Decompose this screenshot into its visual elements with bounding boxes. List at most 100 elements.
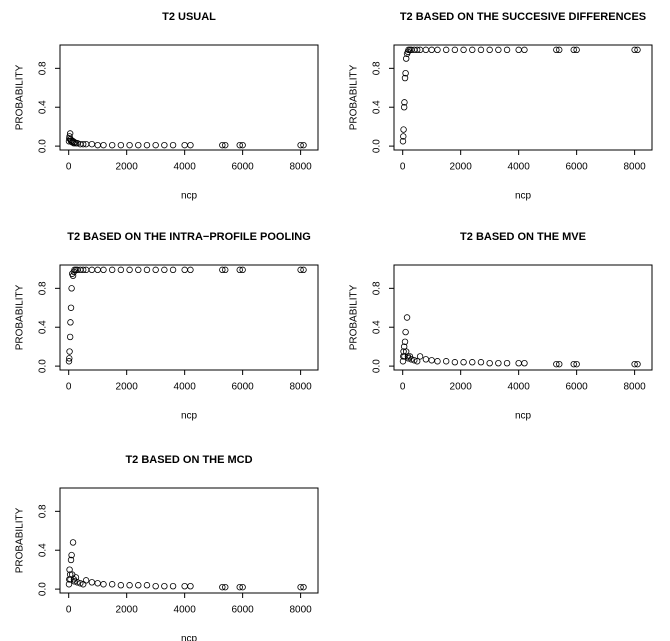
x-tick-label: 0 (400, 382, 406, 393)
point (239, 266, 246, 274)
point (161, 141, 168, 149)
x-tick-label: 4000 (508, 162, 531, 173)
point (88, 140, 96, 148)
point (422, 356, 430, 363)
point (66, 355, 73, 362)
point (408, 356, 415, 363)
y-tick-label: 0.8 (38, 61, 49, 75)
point (556, 46, 563, 54)
point (126, 141, 133, 149)
point (297, 266, 304, 274)
point (477, 46, 485, 54)
point (143, 266, 151, 274)
point (406, 353, 414, 360)
point (300, 141, 307, 149)
point (66, 348, 73, 355)
x-axis-label: ncp (181, 634, 198, 641)
plot-box (393, 44, 653, 151)
x-axis-label: ncp (515, 191, 532, 202)
x-tick-label: 6000 (566, 382, 589, 393)
panel: T2 BASED ON THE SUCCESIVE DIFFERENCES 0 20… (349, 11, 653, 202)
point (100, 141, 107, 149)
x-tick-label: 2000 (116, 605, 139, 616)
point (100, 266, 107, 274)
point (161, 582, 168, 590)
point (428, 46, 435, 54)
y-axis-label: PROBABILITY (15, 284, 26, 350)
plot-box (59, 264, 319, 371)
x-tick-label: 8000 (623, 382, 646, 393)
point (422, 46, 430, 54)
point (66, 333, 74, 341)
point (67, 304, 75, 311)
point (503, 359, 511, 367)
point (405, 355, 412, 362)
point (401, 338, 409, 346)
panel-title: T2 BASED ON THE MCD (125, 454, 252, 466)
point (553, 360, 560, 368)
point (65, 581, 73, 588)
point (169, 141, 177, 149)
point (416, 353, 424, 360)
x-tick-label: 4000 (174, 162, 197, 173)
point (503, 46, 511, 54)
point (71, 139, 78, 146)
y-tick-label: 0.8 (38, 281, 49, 295)
x-axis-label: ncp (515, 411, 532, 422)
point (67, 556, 75, 564)
point (403, 314, 411, 321)
panel: T2 USUAL 0 2000 4000 6000 8000 0.0 0.4 0.8 ncp PRO… (15, 11, 319, 202)
point (169, 582, 177, 590)
x-tick-label: 0 (66, 382, 72, 393)
x-tick-label: 0 (400, 162, 406, 173)
point (68, 551, 75, 559)
point (67, 319, 74, 326)
x-tick-label: 0 (66, 162, 72, 173)
panel-title: T2 BASED ON THE MVE (460, 231, 586, 243)
point (66, 571, 74, 578)
point (400, 133, 407, 140)
x-axis-label: ncp (181, 411, 198, 422)
point (442, 46, 450, 54)
y-tick-label: 0.8 (372, 281, 383, 295)
point (181, 582, 188, 590)
point (69, 539, 77, 546)
point (181, 266, 188, 274)
point (515, 359, 522, 367)
point (71, 578, 78, 585)
x-tick-label: 2000 (450, 382, 473, 393)
y-axis-label: PROBABILITY (349, 284, 360, 350)
point (126, 582, 133, 589)
y-axis-label: PROBABILITY (15, 507, 26, 573)
point (94, 266, 101, 274)
point (187, 582, 194, 590)
x-tick-label: 4000 (174, 382, 197, 393)
point (222, 266, 229, 274)
point (94, 580, 101, 587)
x-tick-label: 0 (66, 605, 72, 616)
point (66, 566, 73, 573)
point (401, 99, 408, 106)
point (400, 126, 407, 133)
point (68, 285, 75, 292)
point (135, 141, 142, 149)
point (219, 266, 226, 274)
point (634, 46, 641, 54)
point (65, 358, 73, 365)
panel: T2 BASED ON THE MCD 0 2000 4000 6000 8000 0.0 0… (15, 454, 319, 641)
point (100, 581, 107, 588)
x-tick-label: 2000 (116, 162, 139, 173)
point (187, 141, 194, 149)
point (169, 266, 177, 274)
plot-box (59, 44, 319, 151)
point (469, 46, 476, 54)
point (556, 360, 563, 368)
point (297, 583, 304, 591)
y-tick-label: 0.8 (372, 61, 383, 75)
point (573, 360, 580, 368)
x-tick-label: 6000 (232, 605, 255, 616)
point (300, 583, 307, 591)
point (553, 46, 560, 54)
point (82, 577, 90, 584)
y-tick-label: 0.4 (372, 100, 383, 114)
